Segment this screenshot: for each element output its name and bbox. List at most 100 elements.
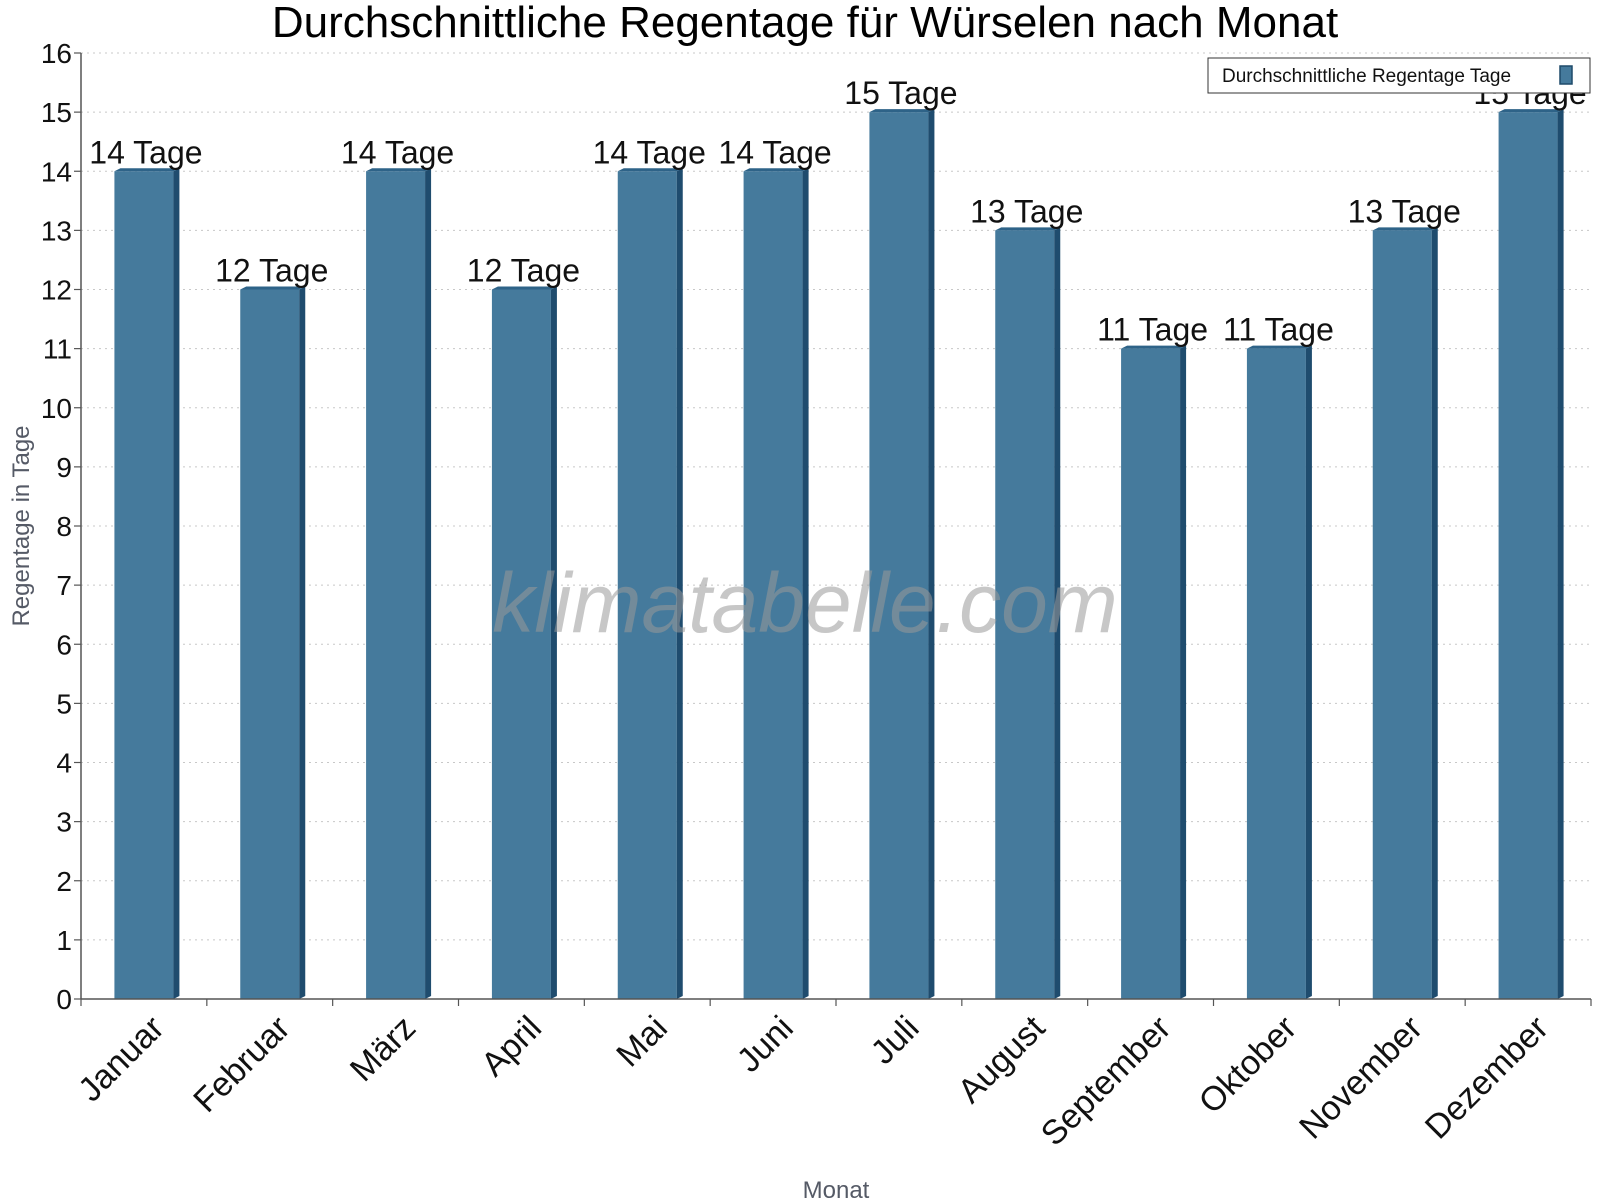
bar-side — [928, 109, 935, 999]
y-tick-label: 7 — [56, 570, 72, 601]
data-label: 14 Tage — [341, 134, 454, 170]
data-label: 15 Tage — [844, 75, 957, 111]
x-tick-label: August — [951, 1008, 1053, 1110]
y-tick-label: 6 — [56, 629, 72, 660]
x-tick-label: April — [474, 1009, 549, 1084]
bar-side — [1305, 345, 1312, 999]
bar-side — [550, 286, 557, 999]
gridlines — [81, 52, 1591, 941]
bar-front — [869, 112, 929, 999]
legend-label: Durchschnittliche Regentage Tage — [1222, 66, 1511, 87]
bar — [617, 168, 683, 999]
data-label: 14 Tage — [89, 134, 202, 170]
y-tick-label: 11 — [43, 334, 72, 365]
data-label: 13 Tage — [1348, 193, 1461, 229]
data-label: 13 Tage — [970, 193, 1083, 229]
bar-front — [240, 289, 300, 999]
bar — [1246, 345, 1312, 999]
bar-front — [1498, 112, 1558, 999]
bar — [240, 286, 306, 999]
bar — [1121, 345, 1187, 999]
y-tick-label: 15 — [41, 97, 72, 128]
x-tick-label: Juni — [730, 1009, 801, 1080]
bar-front — [995, 230, 1055, 999]
bar-front — [1372, 230, 1432, 999]
bar-top — [114, 168, 180, 172]
bar — [114, 168, 180, 999]
bar-top — [1246, 345, 1312, 349]
y-tick-label: 5 — [56, 688, 72, 719]
bar-front — [491, 289, 551, 999]
bar — [491, 286, 557, 999]
legend-swatch — [1559, 65, 1573, 85]
data-label: 14 Tage — [718, 134, 831, 170]
bar-side — [1054, 227, 1061, 999]
chart-title: Durchschnittliche Regentage für Würselen… — [272, 0, 1338, 47]
bar-side — [299, 286, 306, 999]
x-tick-label: Oktober — [1192, 1009, 1304, 1121]
bar-top — [366, 168, 432, 172]
bar — [1498, 109, 1564, 999]
x-tick-label: Dezember — [1418, 1009, 1556, 1147]
bar-top — [617, 168, 683, 172]
data-label: 12 Tage — [467, 253, 580, 289]
x-tick-label: Januar — [71, 1009, 171, 1109]
bar — [1372, 227, 1438, 999]
bar-top — [1372, 227, 1438, 231]
data-label: 11 Tage — [1223, 312, 1334, 348]
data-label: 12 Tage — [215, 253, 328, 289]
bar-front — [743, 171, 803, 999]
y-tick-label: 0 — [56, 984, 72, 1015]
bar-side — [425, 168, 432, 999]
x-axis-ticks: Januar Februar März April Mai Juni Juli AugustS… — [71, 999, 1592, 1153]
data-labels: 14 Tage 12 Tage 14 Tage 12 Tage 14 Tage 14 Ta… — [89, 75, 1586, 348]
bar-top — [491, 286, 557, 290]
legend: Durchschnittliche Regentage Tage — [1207, 57, 1591, 94]
x-tick-label: Juli — [864, 1009, 927, 1072]
y-tick-label: 4 — [56, 748, 72, 779]
x-tick-label: März — [343, 1009, 423, 1089]
bar-front — [366, 171, 426, 999]
bar — [743, 168, 809, 999]
bars — [114, 109, 1564, 999]
x-axis-title: Monat — [803, 1177, 870, 1200]
y-tick-label: 12 — [41, 275, 72, 306]
bar-top — [995, 227, 1061, 231]
y-tick-label: 10 — [41, 393, 72, 424]
bar-side — [676, 168, 683, 999]
bar — [366, 168, 432, 999]
bar-top — [869, 109, 935, 113]
bar-side — [1557, 109, 1564, 999]
bar-side — [1180, 345, 1187, 999]
y-tick-label: 14 — [41, 156, 72, 187]
bar-top — [240, 286, 306, 290]
x-tick-label: September — [1034, 1009, 1178, 1153]
bar-side — [802, 168, 809, 999]
bar-front — [1121, 348, 1181, 999]
x-tick-label: Mai — [609, 1009, 675, 1075]
bar-front — [1246, 348, 1306, 999]
bar-side — [173, 168, 180, 999]
y-tick-label: 13 — [41, 215, 72, 246]
x-tick-label: Februar — [186, 1009, 297, 1120]
y-tick-label: 9 — [56, 452, 72, 483]
y-axis-title: Regentage in Tage — [8, 425, 35, 626]
bar — [869, 109, 935, 999]
x-tick-label: November — [1292, 1009, 1430, 1147]
y-tick-label: 16 — [41, 38, 72, 69]
bar-front — [617, 171, 677, 999]
y-tick-label: 1 — [56, 925, 72, 956]
y-tick-label: 2 — [56, 866, 72, 897]
bar-side — [1431, 227, 1438, 999]
data-label: 11 Tage — [1097, 312, 1208, 348]
y-tick-label: 8 — [56, 511, 72, 542]
bar — [995, 227, 1061, 999]
data-label: 14 Tage — [593, 134, 706, 170]
bar-top — [743, 168, 809, 172]
watermark: klimatabelle.com — [492, 556, 1118, 650]
bar-front — [114, 171, 174, 999]
legend-box — [1207, 57, 1591, 94]
bar-top — [1121, 345, 1187, 349]
